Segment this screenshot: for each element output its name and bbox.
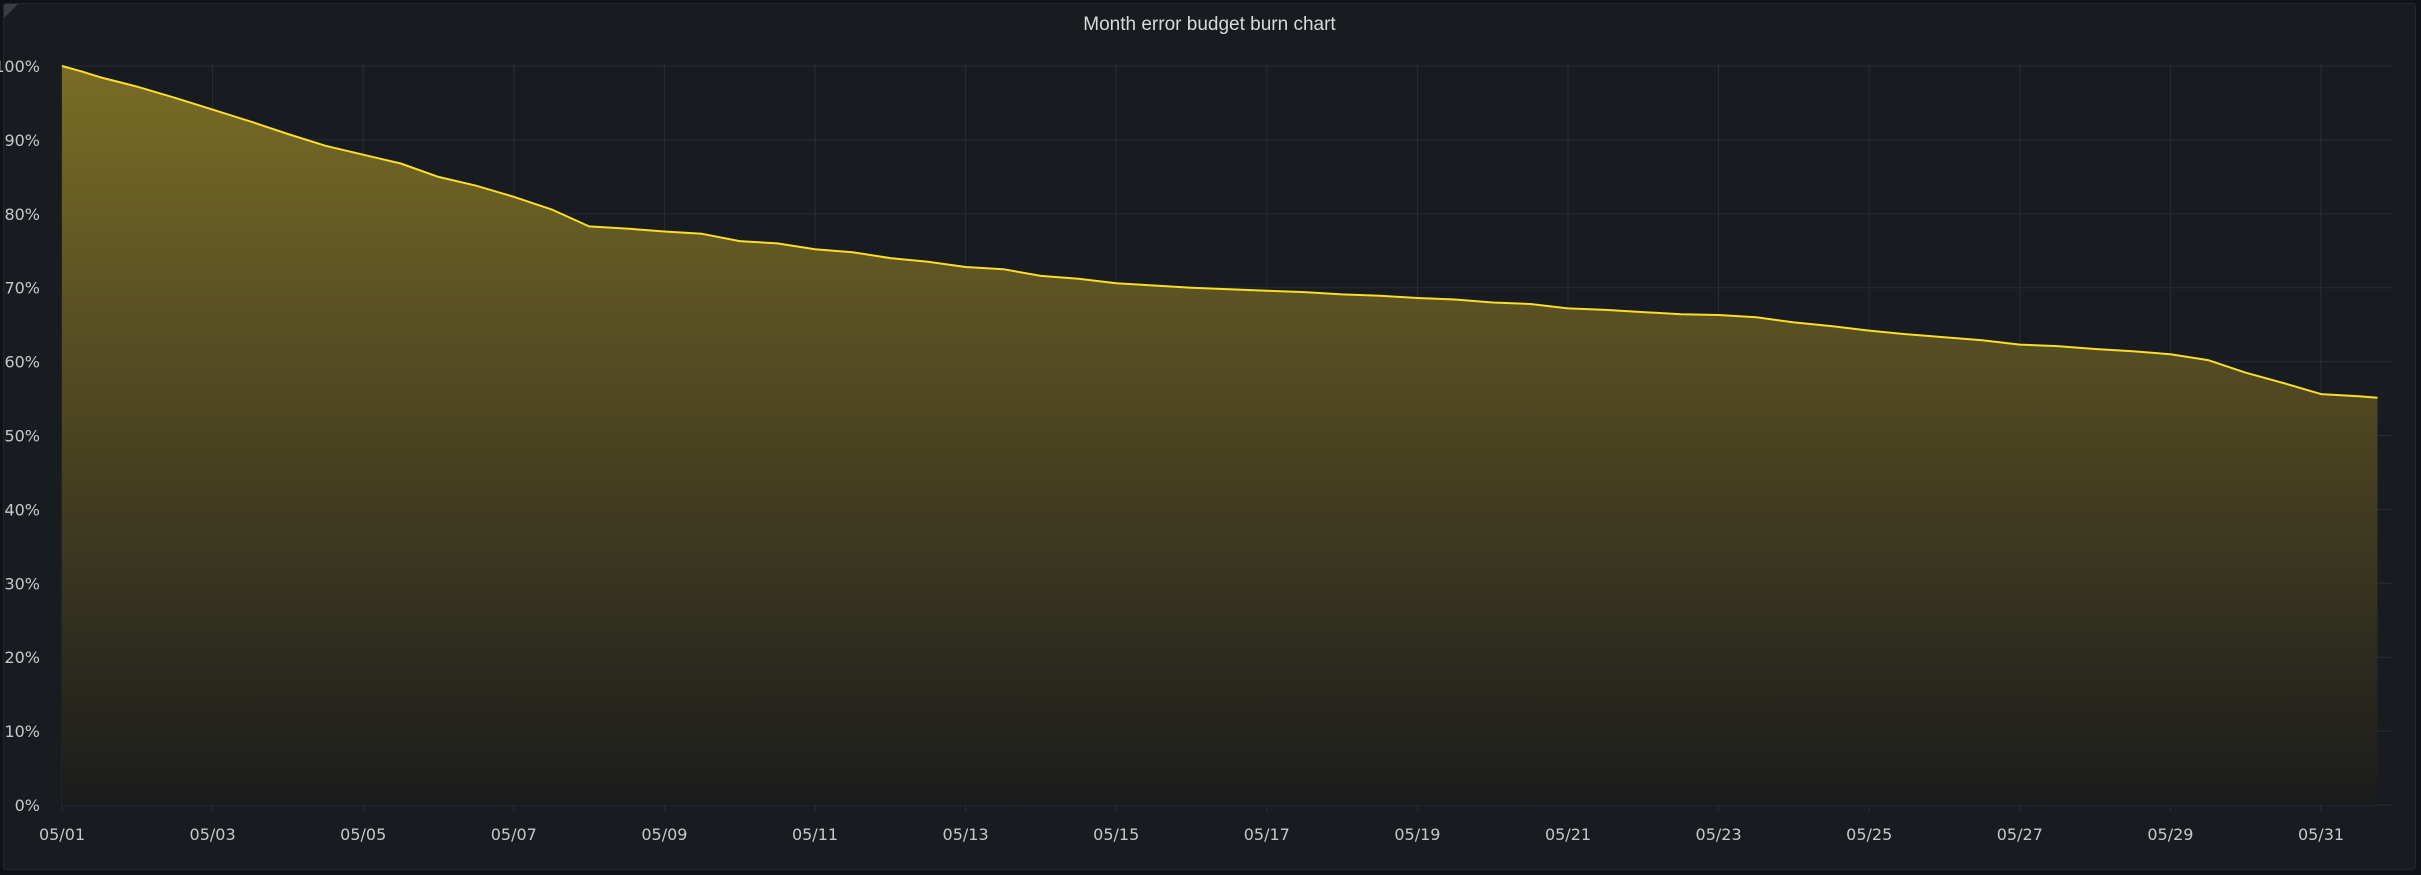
series-line[interactable] bbox=[61, 65, 2378, 399]
x-tick-label: 05/11 bbox=[792, 825, 838, 844]
x-tick-label: 05/07 bbox=[491, 825, 537, 844]
x-tick-label: 05/21 bbox=[1545, 825, 1591, 844]
x-tick-label: 05/13 bbox=[943, 825, 989, 844]
x-tick-label: 05/09 bbox=[641, 825, 687, 844]
x-tick-label: 05/31 bbox=[2298, 825, 2344, 844]
panel-title[interactable]: Month error budget burn chart bbox=[1083, 14, 1336, 35]
y-tick-label: 30% bbox=[4, 574, 40, 593]
series-area-fill bbox=[62, 66, 2378, 805]
x-tick-label: 05/17 bbox=[1244, 825, 1290, 844]
x-tick-label: 05/15 bbox=[1093, 825, 1139, 844]
x-tick-label: 05/27 bbox=[1997, 825, 2043, 844]
y-tick-label: 40% bbox=[4, 500, 40, 519]
y-tick-label: 80% bbox=[4, 205, 40, 224]
y-tick-label: 100% bbox=[0, 57, 40, 76]
series-layer bbox=[61, 65, 2378, 805]
x-tick-label: 05/05 bbox=[340, 825, 386, 844]
y-tick-label: 20% bbox=[4, 648, 40, 667]
x-tick-label: 05/23 bbox=[1696, 825, 1742, 844]
y-tick-label: 0% bbox=[15, 796, 40, 815]
y-tick-label: 90% bbox=[4, 131, 40, 150]
panel-corner-mark bbox=[4, 4, 18, 18]
x-tick-label: 05/25 bbox=[1846, 825, 1892, 844]
y-tick-label: 50% bbox=[4, 427, 40, 446]
y-tick-label: 10% bbox=[4, 722, 40, 741]
x-tick-label: 05/19 bbox=[1394, 825, 1440, 844]
x-tick-label: 05/03 bbox=[190, 825, 236, 844]
y-axis-ticks: 0% 10% 20% 30% 40% 50% 60% 70% 80% 90% 100% bbox=[0, 57, 40, 815]
y-tick-label: 70% bbox=[4, 279, 40, 298]
x-axis-ticks: 05/01 05/03 05/05 05/07 05/09 05/11 05/13 05/15… bbox=[39, 825, 2344, 844]
y-tick-label: 60% bbox=[4, 353, 40, 372]
x-tick-label: 05/29 bbox=[2147, 825, 2193, 844]
x-tick-label: 05/01 bbox=[39, 825, 85, 844]
